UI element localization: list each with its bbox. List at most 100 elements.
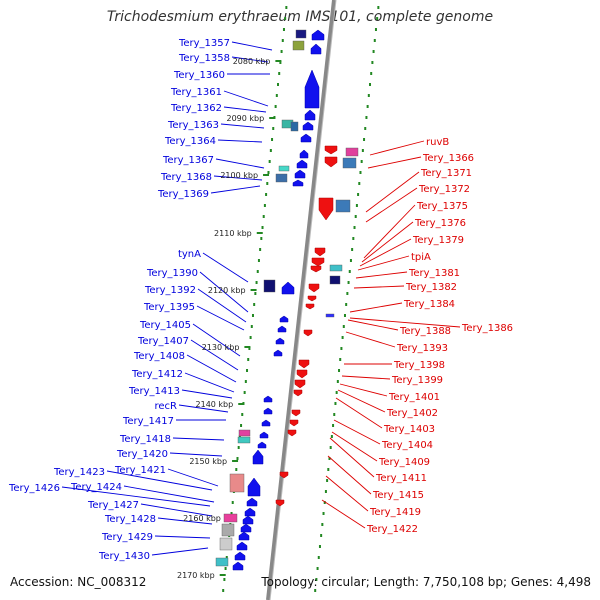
left-strand-tick [235,468,238,471]
forward-gene-box [215,557,229,567]
scale-label: 2150 kbp [189,457,227,466]
left-strand-tick [253,303,256,306]
right-gene-label: Tery_1402 [386,408,438,419]
forward-gene-arrow [240,523,252,533]
right-strand-tick [347,281,350,284]
backbone-line [266,0,336,600]
reverse-gene-box [329,264,343,272]
left-strand-tick [266,182,269,185]
genome-title: Trichodesmium erythraeum IMS101, complet… [106,9,494,25]
left-strand-tick [274,105,277,108]
left-leader-line [106,470,213,491]
left-leader-line [199,271,249,313]
forward-gene-arrow [299,149,309,159]
right-gene-label: Tery_1376 [414,218,466,229]
forward-gene-box [221,523,235,537]
right-leader-line [359,238,412,267]
right-gene-label: Tery_1415 [372,490,424,501]
right-strand-tick [354,215,357,218]
left-gene-label: Tery_1392 [144,285,196,296]
reverse-gene-arrow [311,257,325,267]
left-strand-tick [282,28,285,31]
forward-gene-box [290,121,299,132]
left-strand-tick [280,50,283,53]
left-strand-tick [262,215,265,218]
left-strand-tick [263,204,266,207]
right-leader-line [355,271,408,279]
right-strand-tick [342,325,345,328]
left-strand-tick [223,578,226,581]
left-strand-tick [240,424,243,427]
left-strand-tick [243,391,246,394]
forward-gene-box [295,29,307,39]
right-leader-line [369,140,425,156]
reverse-gene-arrow [310,265,322,273]
right-gene-label: Tery_1398 [393,360,445,371]
left-strand-tick [236,457,239,460]
forward-gene-arrow [259,431,269,439]
forward-gene-arrow [304,69,320,109]
right-strand-tick [340,347,343,350]
right-strand-tick [333,413,336,416]
forward-gene-arrow [242,515,254,525]
left-leader-line [190,339,239,371]
topology-text: Topology: circular; Length: 7,750,108 bp… [261,575,591,589]
left-gene-label: Tery_1427 [87,500,139,511]
scale-label: 2130 kbp [202,343,240,352]
right-gene-label: Tery_1384 [403,299,455,310]
left-gene-label: Tery_1369 [157,189,209,200]
left-strand-tick [260,237,263,240]
right-leader-line [349,302,403,313]
right-strand-tick [364,127,367,130]
left-leader-line [196,305,245,331]
left-gene-label: Tery_1420 [116,449,168,460]
left-gene-label: Tery_1423 [53,467,105,478]
left-leader-line [167,468,219,487]
right-gene-label: Tery_1411 [375,473,427,484]
right-strand-tick [360,160,363,163]
left-strand-tick [238,435,241,438]
right-leader-line [335,397,383,429]
right-gene-label: Tery_1422 [366,524,418,535]
right-strand-tick [357,193,360,196]
left-strand-tick [244,380,247,383]
scale-label: 2170 kbp [177,571,215,580]
right-leader-line [357,255,410,271]
left-gene-label: Tery_1363 [167,120,219,131]
right-gene-label: Tery_1388 [399,326,451,337]
scale-label: 2100 kbp [220,171,258,180]
left-strand-tick [268,160,271,163]
right-strand-tick [339,358,342,361]
forward-gene-arrow [296,159,308,169]
right-strand-tick [367,94,370,97]
forward-gene-arrow [275,337,285,345]
right-strand-tick [330,435,333,438]
scale-labels: 2080 kbp 2090 kbp 2100 kbp 2110 kbp 2120 kbp… [177,57,270,580]
forward-gene-arrow [263,407,273,415]
right-strand-tick [323,501,326,504]
forward-gene-arrow [302,121,314,131]
right-gene-label: Tery_1419 [369,507,421,518]
left-strand-tick [222,589,225,592]
left-leader-line [61,486,211,507]
left-leader-line [210,185,261,194]
right-strand-tick [338,369,341,372]
right-strand-tick [349,259,352,262]
left-leader-line [223,90,269,107]
left-strand-tick [254,292,257,295]
right-strand-tick [358,182,361,185]
scale-label: 2090 kbp [227,114,265,123]
left-strand-tick [279,61,282,64]
right-gene-label: Tery_1401 [388,392,440,403]
right-strand-tick [314,589,317,592]
reverse-gene-box [329,275,341,285]
reverse-gene-arrow [303,329,313,337]
right-gene-label: Tery_1366 [422,153,474,164]
left-gene-label: Tery_1395 [143,302,195,313]
right-leader-line [365,171,420,213]
left-leader-line [140,503,213,517]
right-leader-line [329,437,375,478]
right-strand-tick [329,446,332,449]
backbone-shadow [269,0,337,600]
left-gene-label: Tery_1358 [178,53,230,64]
